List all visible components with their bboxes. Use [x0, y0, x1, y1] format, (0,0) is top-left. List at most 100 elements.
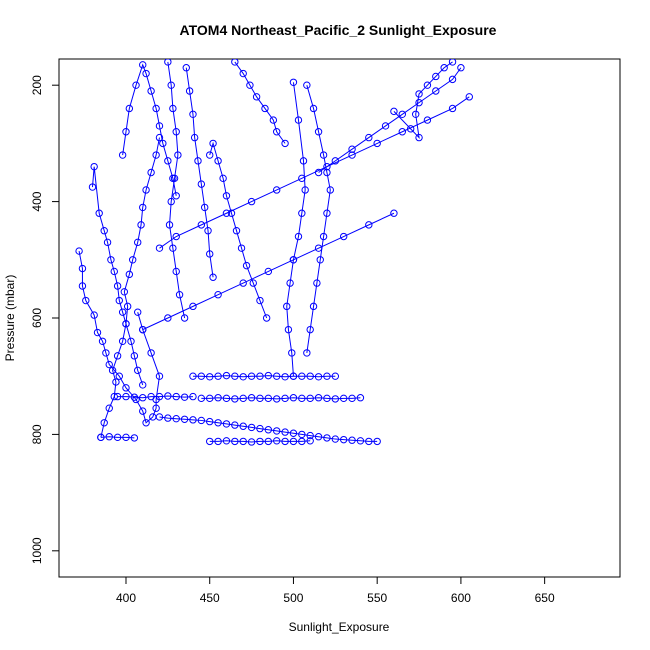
- data-point: [273, 186, 281, 194]
- data-point: [222, 209, 231, 217]
- data-point: [100, 419, 108, 427]
- data-point: [298, 372, 306, 380]
- data-point: [348, 151, 356, 159]
- data-point: [262, 314, 271, 322]
- data-point: [103, 238, 112, 247]
- data-point: [288, 349, 296, 357]
- data-point: [256, 372, 264, 380]
- data-point: [118, 151, 127, 159]
- data-point: [189, 302, 197, 311]
- data-point: [147, 349, 155, 357]
- y-tick-label: 800: [30, 424, 44, 444]
- x-tick-label: 400: [116, 591, 136, 605]
- data-point: [180, 314, 189, 322]
- data-point: [139, 203, 147, 212]
- data-point: [231, 59, 239, 66]
- data-point: [273, 395, 281, 403]
- data-point: [222, 371, 231, 380]
- data-point: [197, 416, 206, 425]
- data-point: [214, 372, 222, 380]
- data-point: [365, 221, 373, 229]
- data-point: [423, 116, 432, 124]
- data-point: [314, 244, 323, 252]
- y-tick-label: 1000: [30, 537, 44, 564]
- data-point: [110, 267, 118, 276]
- x-axis: 400 450 500 550 600 650: [116, 577, 555, 605]
- data-point: [180, 393, 189, 401]
- series-line: [201, 397, 361, 400]
- data-point: [82, 296, 90, 305]
- series-line: [91, 166, 144, 386]
- data-point: [319, 232, 328, 241]
- data-point: [286, 279, 294, 287]
- data-point: [281, 394, 289, 403]
- data-point: [298, 394, 306, 403]
- data-point: [289, 394, 298, 402]
- data-point: [309, 104, 318, 113]
- data-point: [105, 404, 113, 412]
- data-point: [252, 93, 261, 101]
- data-point: [298, 437, 306, 446]
- data-point: [115, 296, 123, 305]
- data-point: [172, 232, 180, 241]
- data-point: [137, 221, 145, 229]
- data-point: [113, 352, 122, 360]
- data-point: [289, 78, 298, 86]
- data-point: [206, 394, 214, 403]
- data-point: [189, 416, 197, 424]
- data-point: [155, 392, 164, 401]
- data-point: [78, 264, 87, 273]
- data-point: [97, 433, 105, 442]
- data-point: [281, 139, 289, 148]
- x-axis-label: Sunlight_Exposure: [289, 620, 390, 634]
- data-point: [281, 373, 289, 381]
- data-point: [231, 421, 239, 429]
- data-point: [120, 288, 129, 296]
- data-point: [164, 59, 172, 66]
- data-point: [189, 372, 197, 380]
- data-point: [209, 139, 217, 148]
- data-point: [289, 429, 298, 437]
- data-point: [356, 394, 365, 402]
- x-tick-label: 500: [283, 591, 303, 605]
- data-point: [281, 428, 289, 436]
- data-point: [465, 93, 473, 101]
- data-point: [273, 437, 281, 445]
- series-line: [286, 82, 306, 377]
- x-tick-label: 450: [200, 591, 220, 605]
- data-point: [214, 291, 222, 299]
- data-point: [298, 209, 306, 217]
- data-point: [139, 61, 147, 69]
- data-point: [264, 394, 273, 403]
- data-point: [298, 174, 306, 183]
- data-point: [256, 394, 264, 403]
- series-line: [192, 375, 336, 378]
- data-point: [232, 226, 241, 235]
- data-point: [323, 162, 331, 171]
- data-point: [125, 270, 134, 279]
- data-point: [247, 394, 256, 402]
- data-point: [289, 372, 298, 380]
- data-point: [373, 139, 381, 148]
- data-point: [303, 81, 311, 89]
- data-point: [348, 436, 356, 444]
- data-point: [219, 174, 227, 183]
- data-point: [247, 438, 256, 446]
- data-point: [339, 232, 348, 241]
- x-tick-label: 600: [451, 591, 471, 605]
- data-point: [390, 209, 398, 217]
- data-point: [197, 180, 206, 188]
- data-point: [314, 128, 323, 136]
- data-point: [289, 256, 298, 264]
- data-point: [432, 87, 440, 95]
- data-point: [365, 437, 373, 446]
- data-point: [112, 378, 120, 386]
- y-tick-label: 200: [30, 75, 44, 95]
- data-point: [118, 337, 127, 345]
- data-point: [90, 311, 98, 319]
- plot-data: [75, 59, 473, 446]
- data-point: [239, 69, 247, 78]
- data-point: [190, 133, 199, 142]
- data-point: [356, 437, 365, 445]
- data-point: [273, 128, 281, 136]
